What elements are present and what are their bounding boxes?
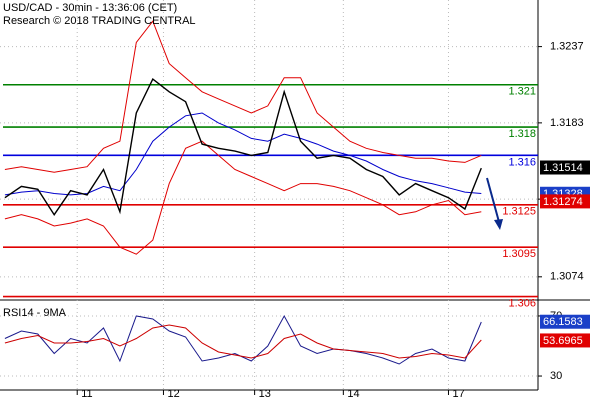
level-label: 1.321: [508, 86, 536, 98]
series-line: [4, 140, 482, 255]
x-tick-label: 12: [167, 388, 179, 400]
x-tick-label: 14: [347, 388, 359, 400]
level-label: 1.3095: [502, 248, 536, 260]
chart-title: USD/CAD - 30min - 13:36:06 (CET): [3, 2, 177, 14]
chart-subtitle: Research © 2018 TRADING CENTRAL: [3, 15, 196, 27]
series-line: [4, 78, 482, 216]
last-value-box: [540, 333, 590, 348]
last-value-label: 1.31274: [543, 196, 583, 208]
last-value-box: [540, 314, 590, 329]
y-tick-label: 1.3183: [550, 117, 584, 129]
rsi-title: RSI14 - 9MA: [3, 307, 67, 319]
last-value-box: [540, 160, 590, 175]
forecast-arrow-head: [494, 219, 503, 230]
forecast-arrow: [486, 177, 500, 223]
x-tick-label: 13: [259, 388, 271, 400]
y-tick-label: 1.3074: [550, 271, 584, 283]
level-label: 1.316: [508, 156, 536, 168]
last-value-label: 66.1583: [543, 316, 583, 328]
level-label: 1.306: [508, 297, 536, 309]
y-tick-label: 30: [550, 370, 562, 382]
last-value-label: 53.6965: [543, 335, 583, 347]
last-value-label: 1.31514: [543, 162, 583, 174]
y-tick-label: 1.3237: [550, 41, 584, 53]
x-tick-label: 17: [452, 388, 464, 400]
level-label: 1.318: [508, 128, 536, 140]
series-line: [4, 324, 482, 359]
last-value-box: [540, 194, 590, 209]
level-label: 1.3125: [502, 206, 536, 218]
series-line: [4, 20, 482, 173]
x-tick-label: 11: [81, 388, 92, 400]
